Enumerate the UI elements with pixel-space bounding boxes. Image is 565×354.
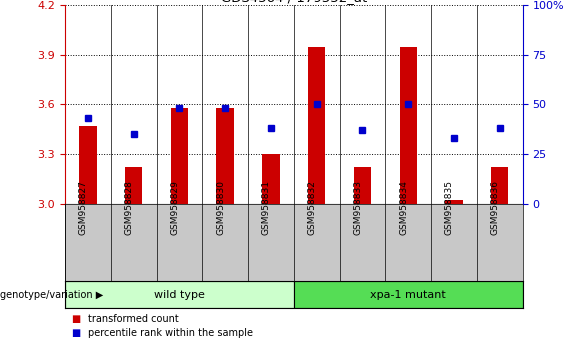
Text: GSM958827: GSM958827 bbox=[79, 180, 88, 235]
Text: GSM958831: GSM958831 bbox=[262, 180, 271, 235]
Bar bbox=[79, 126, 97, 204]
Bar bbox=[216, 108, 234, 204]
Text: transformed count: transformed count bbox=[88, 314, 179, 324]
Text: GSM958836: GSM958836 bbox=[491, 180, 499, 235]
Text: genotype/variation ▶: genotype/variation ▶ bbox=[0, 290, 103, 300]
Bar bbox=[399, 47, 417, 204]
Title: GDS4564 / 179552_at: GDS4564 / 179552_at bbox=[221, 0, 367, 4]
Text: GSM958828: GSM958828 bbox=[125, 180, 133, 235]
Text: ■: ■ bbox=[71, 314, 80, 324]
Text: percentile rank within the sample: percentile rank within the sample bbox=[88, 328, 253, 338]
Text: GSM958835: GSM958835 bbox=[445, 180, 454, 235]
Bar bbox=[125, 167, 142, 204]
Text: GSM958834: GSM958834 bbox=[399, 180, 408, 235]
Bar bbox=[354, 167, 371, 204]
Bar bbox=[294, 281, 523, 308]
Text: wild type: wild type bbox=[154, 290, 205, 300]
Text: xpa-1 mutant: xpa-1 mutant bbox=[370, 290, 446, 300]
Bar bbox=[65, 281, 294, 308]
Text: GSM958833: GSM958833 bbox=[354, 180, 363, 235]
Bar bbox=[445, 200, 463, 204]
Bar bbox=[171, 108, 188, 204]
Bar bbox=[262, 154, 280, 204]
Text: GSM958830: GSM958830 bbox=[216, 180, 225, 235]
Text: GSM958832: GSM958832 bbox=[308, 180, 316, 235]
Text: GSM958829: GSM958829 bbox=[171, 180, 180, 235]
Bar bbox=[308, 47, 325, 204]
Bar bbox=[491, 167, 508, 204]
Text: ■: ■ bbox=[71, 328, 80, 338]
